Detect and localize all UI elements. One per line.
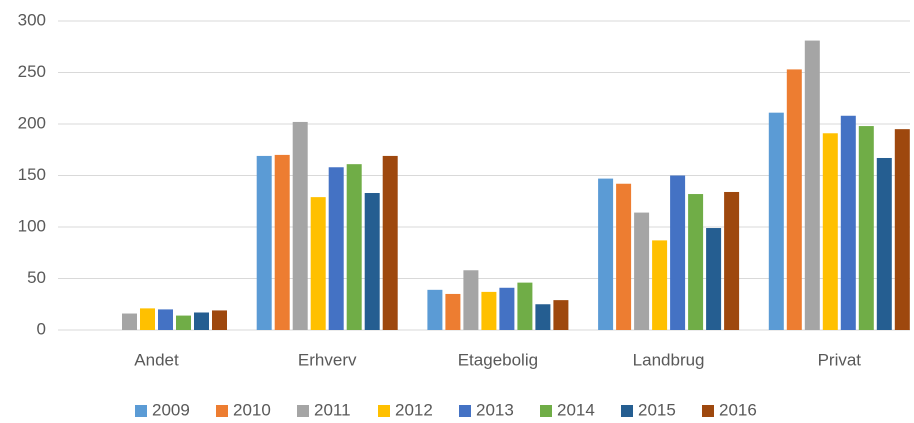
bar	[894, 129, 910, 330]
bar	[346, 164, 362, 330]
bar	[194, 312, 209, 330]
bar	[876, 157, 892, 330]
legend-label: 2011	[314, 400, 351, 419]
bar	[804, 40, 820, 330]
bar	[122, 313, 137, 330]
y-tick-label: 200	[18, 113, 46, 132]
bar	[499, 287, 515, 330]
bar	[616, 183, 632, 330]
legend-swatch	[621, 405, 633, 417]
x-tick-label: Erhverv	[298, 350, 357, 369]
legend-label: 2014	[557, 400, 595, 419]
bar	[822, 133, 838, 330]
bar	[328, 167, 344, 330]
bar	[786, 69, 802, 330]
y-tick-label: 100	[18, 216, 46, 235]
bar	[634, 212, 650, 330]
bar	[535, 304, 551, 330]
y-tick-label: 0	[37, 319, 46, 338]
x-tick-label: Andet	[134, 350, 179, 369]
x-tick-label: Landbrug	[633, 350, 705, 369]
bar	[256, 155, 272, 330]
legend-swatch	[297, 405, 309, 417]
bar	[652, 240, 668, 330]
y-tick-label: 300	[18, 10, 46, 29]
bar	[292, 121, 308, 330]
bar	[158, 309, 173, 330]
legend-label: 2013	[476, 400, 514, 419]
bar	[274, 154, 290, 330]
y-tick-label: 50	[27, 268, 46, 287]
legend-swatch	[216, 405, 228, 417]
x-tick-label: Privat	[818, 350, 862, 369]
legend-label: 2009	[152, 400, 190, 419]
bar	[706, 228, 722, 330]
legend-swatch	[459, 405, 471, 417]
bar	[517, 282, 533, 330]
y-tick-label: 250	[18, 62, 46, 81]
legend-label: 2012	[395, 400, 433, 419]
bar	[212, 310, 227, 330]
bar	[768, 112, 784, 330]
legend-label: 2010	[233, 400, 271, 419]
bar	[688, 194, 704, 330]
bar	[427, 289, 443, 330]
legend-swatch	[540, 405, 552, 417]
bar	[364, 193, 380, 330]
x-tick-label: Etagebolig	[458, 350, 538, 369]
bar	[724, 191, 740, 330]
bar	[445, 293, 461, 330]
legend-swatch	[135, 405, 147, 417]
bar	[382, 155, 398, 330]
y-tick-label: 150	[18, 165, 46, 184]
bar	[858, 126, 874, 330]
bar	[670, 175, 686, 330]
legend-swatch	[378, 405, 390, 417]
legend-label: 2016	[719, 400, 757, 419]
bar	[140, 308, 155, 330]
bar	[840, 115, 856, 330]
bar	[598, 178, 614, 330]
bar	[176, 315, 191, 330]
bar	[481, 291, 497, 330]
legend-swatch	[702, 405, 714, 417]
legend-label: 2015	[638, 400, 676, 419]
bar	[463, 270, 479, 330]
bar	[553, 300, 569, 330]
bar	[310, 197, 326, 330]
